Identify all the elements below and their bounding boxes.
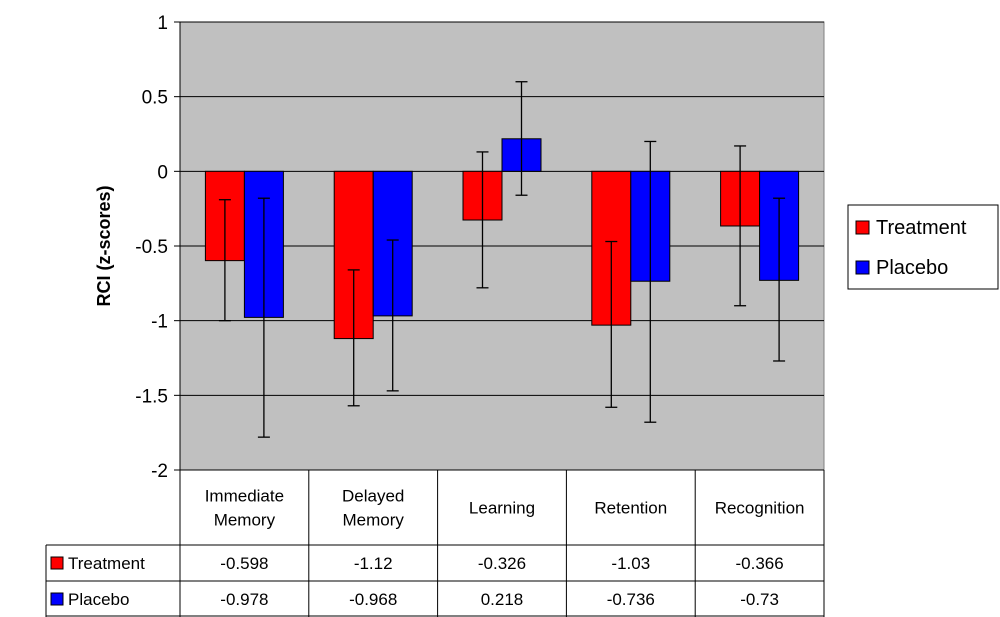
legend-swatch-placebo (855, 260, 870, 275)
category-label: Delayed (342, 487, 404, 506)
legend: Treatment Placebo (847, 204, 999, 290)
table-series-name: Placebo (68, 590, 129, 609)
table-cell: -0.968 (349, 590, 397, 609)
table-cell: -0.736 (607, 590, 655, 609)
category-label: Retention (594, 499, 667, 518)
y-tick-label: 1 (157, 13, 168, 34)
y-axis-label: RCI (z-scores) (94, 185, 114, 306)
table-cell: -0.326 (478, 554, 526, 573)
table-cell: -0.598 (220, 554, 268, 573)
category-label: Immediate (205, 487, 284, 506)
legend-label-placebo: Placebo (876, 257, 948, 279)
table-series-key (50, 556, 64, 570)
table-series-name: Treatment (68, 554, 145, 573)
legend-label-treatment: Treatment (876, 217, 967, 239)
table-cell: -0.366 (735, 554, 783, 573)
data-table: Immediate Memory Delayed Memory Learning Rete… (45, 469, 825, 617)
y-tick-label: -2 (151, 461, 168, 482)
table-cell: 0.218 (481, 590, 524, 609)
y-tick-label: -1.5 (135, 386, 168, 407)
legend-box (847, 204, 999, 290)
category-label: Learning (469, 499, 535, 518)
table-cell: -1.03 (611, 554, 650, 573)
y-tick-label: 0.5 (142, 88, 168, 109)
table-series-key (50, 592, 64, 606)
legend-swatch-treatment (855, 220, 870, 235)
table-cell: -0.978 (220, 590, 268, 609)
category-label: Recognition (715, 499, 805, 518)
plot-area: 1 0.5 0 -0.5 -1 -1.5 -2 (135, 13, 825, 482)
table-cell: -0.73 (740, 590, 779, 609)
category-label: Memory (214, 511, 276, 530)
y-tick-label: 0 (157, 162, 168, 183)
category-label: Memory (342, 511, 404, 530)
table-cell: -1.12 (354, 554, 393, 573)
y-tick-label: -0.5 (135, 237, 168, 258)
y-tick-label: -1 (151, 312, 168, 333)
